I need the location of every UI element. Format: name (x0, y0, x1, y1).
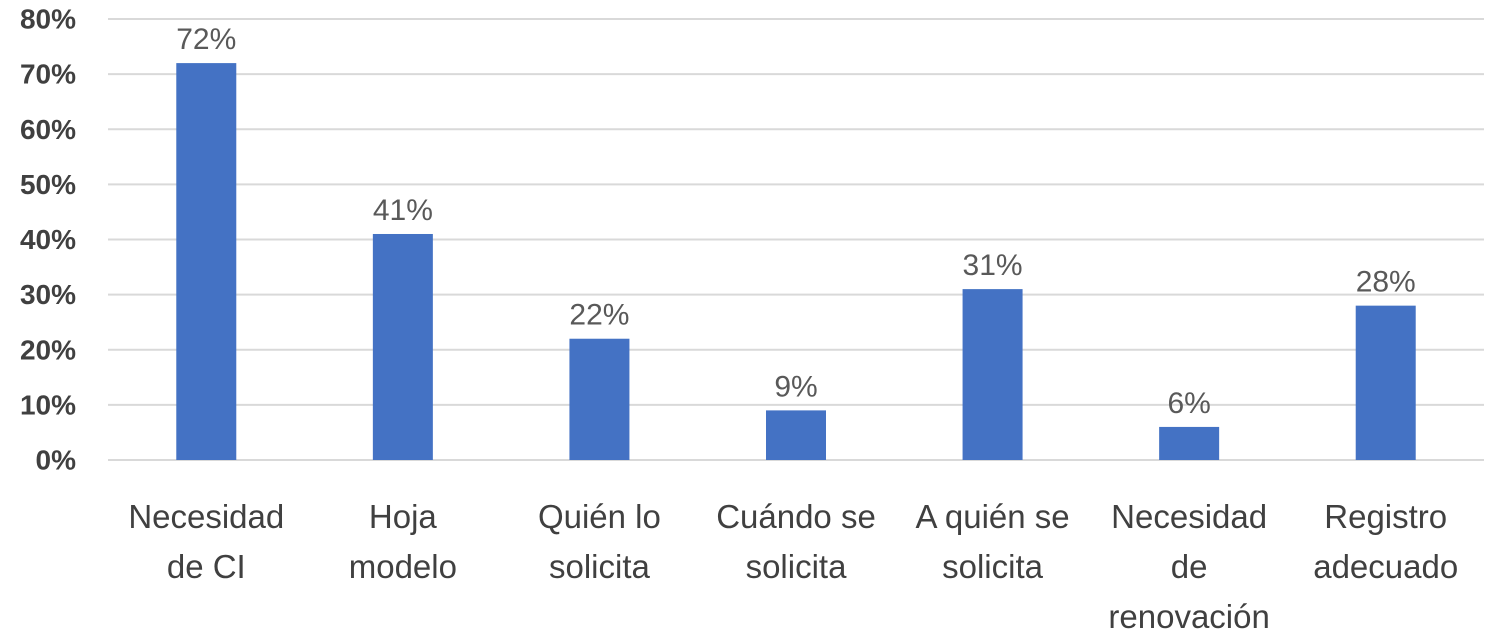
x-tick-label-line: solicita (746, 548, 848, 585)
bar (1355, 305, 1416, 460)
y-tick-label: 0% (36, 445, 77, 476)
y-tick-label: 20% (20, 334, 76, 365)
bar (766, 410, 826, 460)
y-tick-label: 50% (20, 169, 76, 200)
bar (962, 289, 1023, 460)
gridlines (108, 18, 1484, 461)
x-tick-label: Registro adecuado (1313, 498, 1458, 585)
x-tick-label-line: modelo (349, 548, 457, 585)
data-label: 28% (1356, 266, 1416, 299)
y-tick-label: 80% (20, 4, 76, 35)
bar (176, 63, 237, 460)
x-tick-label-line: adecuado (1313, 548, 1458, 585)
x-tick-label: Cuándo se solicita (716, 498, 876, 585)
x-tick-label: Quién lo solicita (538, 498, 661, 585)
x-tick-label: Hoja modelo (349, 498, 457, 585)
category-labels: Necesidad de CI Hoja modelo Quién lo solicita… (128, 498, 1458, 635)
x-tick-label-line: Registro (1324, 498, 1447, 535)
data-labels: 72% 41% 22% 9% 31% 6% 28% (176, 23, 1415, 420)
y-axis-ticks: 0% 10% 20% 30% 40% 50% 60% 70% 80% (20, 4, 76, 476)
x-tick-label-line: de CI (167, 548, 246, 585)
data-label: 41% (373, 194, 433, 227)
x-tick-label-line: Cuándo se (716, 498, 876, 535)
bar (1159, 426, 1220, 460)
bars (176, 63, 1416, 460)
x-tick-label-line: A quién se (916, 498, 1070, 535)
x-tick-label-line: renovación (1108, 598, 1269, 635)
data-label: 31% (963, 249, 1023, 282)
x-tick-label-line: Necesidad (128, 498, 284, 535)
x-tick-label-line: de (1171, 548, 1208, 585)
y-tick-label: 30% (20, 279, 76, 310)
x-tick-label-line: Quién lo (538, 498, 661, 535)
data-label: 22% (569, 299, 629, 332)
x-tick-label-line: solicita (942, 548, 1044, 585)
data-label: 72% (176, 23, 236, 56)
y-tick-label: 70% (20, 59, 76, 90)
x-tick-label-line: Necesidad (1111, 498, 1267, 535)
x-tick-label: Necesidad de CI (128, 498, 284, 585)
data-label: 6% (1167, 387, 1210, 420)
y-tick-label: 60% (20, 114, 76, 145)
x-tick-label: Necesidad de renovación (1108, 498, 1269, 635)
bar (569, 338, 630, 460)
x-tick-label-line: Hoja (369, 498, 438, 535)
data-label: 9% (774, 370, 817, 403)
bar (372, 233, 433, 460)
y-tick-label: 10% (20, 389, 76, 420)
x-tick-label-line: solicita (549, 548, 651, 585)
y-tick-label: 40% (20, 224, 76, 255)
x-tick-label: A quién se solicita (916, 498, 1070, 585)
